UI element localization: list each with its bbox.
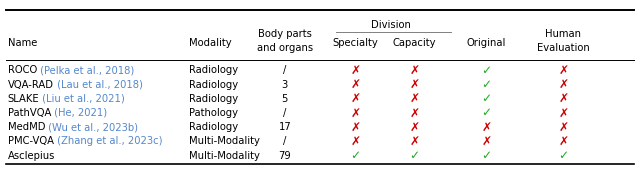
Text: (He, 2021): (He, 2021) (51, 108, 107, 118)
Text: ✗: ✗ (350, 64, 360, 77)
Text: /: / (283, 136, 287, 146)
Text: PMC-VQA: PMC-VQA (8, 136, 54, 146)
Text: (Liu et al., 2021): (Liu et al., 2021) (39, 94, 125, 104)
Text: ✗: ✗ (558, 106, 568, 120)
Text: 79: 79 (278, 151, 291, 161)
Text: ✗: ✗ (350, 121, 360, 134)
Text: (Pelka et al., 2018): (Pelka et al., 2018) (37, 65, 134, 75)
Text: ✓: ✓ (481, 149, 492, 162)
Text: Name: Name (8, 38, 37, 48)
Text: PathVQA: PathVQA (8, 108, 51, 118)
Text: Pathology: Pathology (189, 108, 238, 118)
Text: (Zhang et al., 2023c): (Zhang et al., 2023c) (54, 136, 162, 146)
Text: ✗: ✗ (558, 121, 568, 134)
Text: ✓: ✓ (410, 149, 420, 162)
Text: ✓: ✓ (481, 78, 492, 91)
Text: VQA-RAD: VQA-RAD (8, 80, 54, 90)
Text: Radiology: Radiology (189, 80, 238, 90)
Text: SLAKE: SLAKE (8, 94, 39, 104)
Text: ✗: ✗ (350, 106, 360, 120)
Text: ✗: ✗ (350, 135, 360, 148)
Text: and organs: and organs (257, 43, 313, 53)
Text: ✓: ✓ (558, 149, 568, 162)
Text: 3: 3 (282, 80, 288, 90)
Text: (Wu et al., 2023b): (Wu et al., 2023b) (45, 122, 138, 132)
Text: 5: 5 (282, 94, 288, 104)
Text: Radiology: Radiology (189, 94, 238, 104)
Text: ✗: ✗ (410, 78, 420, 91)
Text: Multi-Modality: Multi-Modality (189, 151, 260, 161)
Text: ✗: ✗ (410, 121, 420, 134)
Text: ✗: ✗ (481, 121, 492, 134)
Text: ✓: ✓ (481, 64, 492, 77)
Text: ✗: ✗ (410, 64, 420, 77)
Text: ✗: ✗ (410, 92, 420, 105)
Text: ✗: ✗ (558, 135, 568, 148)
Text: MedMD: MedMD (8, 122, 45, 132)
Text: Asclepius: Asclepius (8, 151, 55, 161)
Text: 17: 17 (278, 122, 291, 132)
Text: ✗: ✗ (410, 135, 420, 148)
Text: Radiology: Radiology (189, 122, 238, 132)
Text: Multi-Modality: Multi-Modality (189, 136, 260, 146)
Text: /: / (283, 108, 287, 118)
Text: (Lau et al., 2018): (Lau et al., 2018) (54, 80, 143, 90)
Text: Specialty: Specialty (332, 38, 378, 48)
Text: ✗: ✗ (558, 64, 568, 77)
Text: ✗: ✗ (481, 135, 492, 148)
Text: Human: Human (545, 29, 581, 39)
Text: Modality: Modality (189, 38, 232, 48)
Text: Radiology: Radiology (189, 65, 238, 75)
Text: ✗: ✗ (558, 78, 568, 91)
Text: Evaluation: Evaluation (537, 43, 589, 53)
Text: ✗: ✗ (410, 106, 420, 120)
Text: Body parts: Body parts (258, 29, 312, 39)
Text: /: / (283, 65, 287, 75)
Text: Original: Original (467, 38, 506, 48)
Text: ROCO: ROCO (8, 65, 37, 75)
Text: ✗: ✗ (558, 92, 568, 105)
Text: ✗: ✗ (350, 92, 360, 105)
Text: ✓: ✓ (350, 149, 360, 162)
Text: ✓: ✓ (481, 92, 492, 105)
Text: ✓: ✓ (481, 106, 492, 120)
Text: Division: Division (371, 20, 412, 30)
Text: ✗: ✗ (350, 78, 360, 91)
Text: Capacity: Capacity (393, 38, 436, 48)
